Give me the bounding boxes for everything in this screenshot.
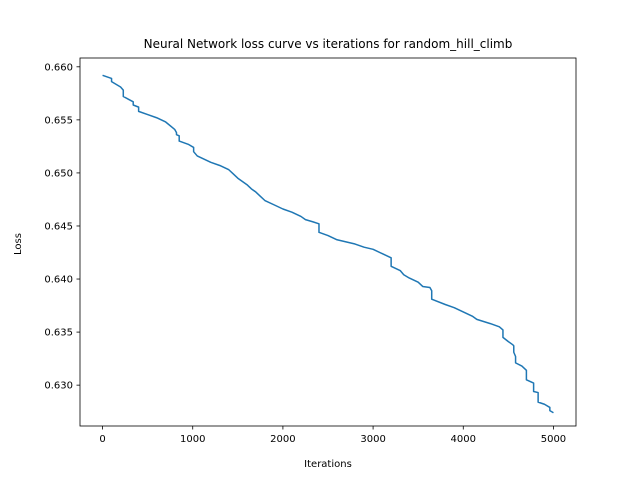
plot-background (80, 58, 576, 426)
y-axis-label: Loss (13, 233, 24, 255)
chart-title: Neural Network loss curve vs iterations … (144, 37, 513, 51)
y-tick-label: 0.635 (44, 328, 73, 339)
axes: 0 1000 2000 3000 4000 5000 0.630 0.635 0.640 0.64… (44, 57, 577, 445)
y-tick-label: 0.650 (44, 169, 73, 180)
x-axis-label: Iterations (304, 459, 352, 470)
x-tick-label: 2000 (270, 434, 295, 445)
plot-area (80, 58, 576, 426)
y-tick-label: 0.630 (44, 381, 73, 392)
y-tick-label: 0.645 (44, 222, 73, 233)
axes-frame (79, 57, 577, 427)
x-tick-label: 4000 (451, 434, 476, 445)
series-line-0 (102, 74, 554, 414)
x-tick-label: 5000 (541, 434, 566, 445)
x-tick-label: 0 (99, 434, 105, 445)
y-tick-label: 0.640 (44, 275, 73, 286)
x-tick-label: 1000 (180, 434, 205, 445)
y-tick-label: 0.655 (44, 115, 73, 126)
x-tick-label: 3000 (360, 434, 385, 445)
y-tick-label: 0.660 (44, 62, 73, 73)
series-layer (102, 74, 554, 414)
